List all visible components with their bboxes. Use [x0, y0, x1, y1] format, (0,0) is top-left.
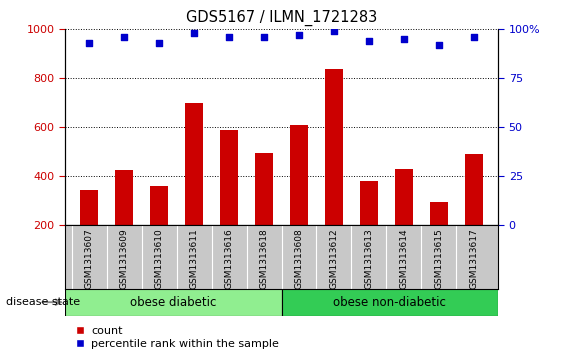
Text: GSM1313613: GSM1313613 [364, 228, 373, 289]
Point [225, 34, 234, 40]
Point [155, 40, 164, 46]
Bar [360, 181, 378, 225]
Bar [282, 289, 498, 316]
Bar [115, 170, 133, 225]
Point [190, 30, 199, 36]
Text: GSM1313610: GSM1313610 [155, 228, 164, 289]
Text: obese non-diabetic: obese non-diabetic [333, 296, 446, 309]
Bar [395, 169, 413, 225]
Bar [255, 153, 272, 225]
Text: GSM1313617: GSM1313617 [470, 228, 479, 289]
Text: GSM1313608: GSM1313608 [294, 228, 303, 289]
Point [329, 28, 338, 34]
Bar [430, 202, 448, 225]
Bar [150, 186, 168, 225]
Title: GDS5167 / ILMN_1721283: GDS5167 / ILMN_1721283 [186, 10, 377, 26]
Point [294, 32, 303, 38]
Text: disease state: disease state [6, 297, 80, 307]
Bar [465, 154, 482, 225]
Point [120, 34, 129, 40]
Bar [325, 69, 343, 225]
Bar [220, 130, 238, 225]
Text: GSM1313609: GSM1313609 [120, 228, 129, 289]
Text: GSM1313618: GSM1313618 [260, 228, 269, 289]
Bar [291, 125, 308, 225]
Text: GSM1313616: GSM1313616 [225, 228, 234, 289]
Point [364, 38, 373, 44]
Text: GSM1313611: GSM1313611 [190, 228, 199, 289]
Text: GSM1313615: GSM1313615 [434, 228, 443, 289]
Point [434, 42, 443, 48]
Point [399, 36, 408, 42]
Bar [81, 189, 98, 225]
Text: GSM1313614: GSM1313614 [399, 228, 408, 289]
Bar [65, 289, 282, 316]
Text: GSM1313612: GSM1313612 [329, 228, 338, 289]
Legend: count, percentile rank within the sample: count, percentile rank within the sample [70, 322, 284, 354]
Point [470, 34, 479, 40]
Point [260, 34, 269, 40]
Text: GSM1313607: GSM1313607 [84, 228, 93, 289]
Text: obese diabetic: obese diabetic [130, 296, 216, 309]
Point [84, 40, 93, 46]
Bar [185, 102, 203, 225]
